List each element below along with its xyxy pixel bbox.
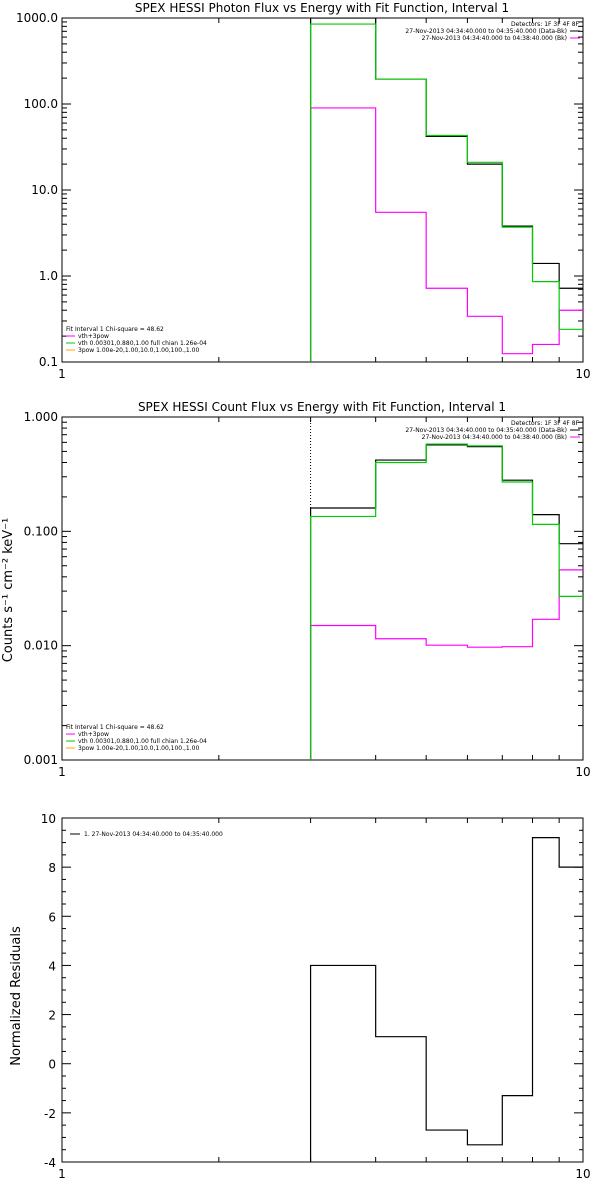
residuals-y-axis-label: Normalized Residuals <box>9 926 24 1066</box>
resid-y-tick-label: -2 <box>44 1107 56 1121</box>
resid-y-tick-label: -4 <box>44 1156 56 1170</box>
count-legend-entry: vth+3pow <box>78 731 109 738</box>
resid-legend-entry: 1. 27-Nov-2013 04:34:40.000 to 04:35:40.… <box>84 831 223 838</box>
photon-y-ticks <box>62 17 583 363</box>
count-series-total <box>309 443 583 760</box>
photon-x-ticks <box>61 18 584 362</box>
photon-chart-title: SPEX HESSI Photon Flux vs Energy with Fi… <box>135 1 509 15</box>
photon-y-tick-label: 0.1 <box>39 355 58 369</box>
count-info-line: Detectors: 1F 3F 4F 8F <box>511 420 580 427</box>
photon-y-tick-label: 10.0 <box>31 183 58 197</box>
resid-y-tick-label: 6 <box>48 910 56 924</box>
count-y-axis-label: Counts s⁻¹ cm⁻² keV⁻¹ <box>1 518 16 663</box>
resid-y-tick-label: 2 <box>48 1009 56 1023</box>
count-info-line: 27-Nov-2013 04:34:40.000 to 04:35:40.000… <box>405 427 567 434</box>
count-axes-frame <box>61 416 584 761</box>
count-series-vth <box>309 569 583 760</box>
photon-y-tick-label: 1000.0 <box>16 11 58 25</box>
photon-series-total <box>309 23 583 362</box>
photon-info-line: 27-Nov-2013 04:34:40.000 to 04:38:40.000… <box>422 35 567 42</box>
photon-axes-frame <box>61 17 584 363</box>
resid-x-tick-label: 10 <box>575 1167 590 1181</box>
count-x-tick-label: 1 <box>58 765 66 779</box>
count-y-tick-label: 1.000 <box>24 410 58 424</box>
photon-x-tick-label: 10 <box>575 367 590 381</box>
photon-x-tick-label: 1 <box>58 367 66 381</box>
photon-flux-panel: SPEX HESSI Photon Flux vs Energy with Fi… <box>16 1 591 381</box>
resid-x-ticks <box>61 818 584 1162</box>
photon-legend-entry: 3pow 1.00e-20,1.00,10.0,1.00,100.,1.00 <box>78 347 199 354</box>
resid-series-data <box>309 837 583 1162</box>
photon-series-group <box>309 18 583 362</box>
count-series-data <box>309 444 583 760</box>
photon-y-tick-label: 1.0 <box>39 269 58 283</box>
photon-series-data <box>309 18 583 362</box>
resid-axes-frame <box>61 817 584 1163</box>
resid-y-tick-label: 0 <box>48 1058 56 1072</box>
resid-y-tick-label: 8 <box>48 861 56 875</box>
photon-info-line: 27-Nov-2013 04:34:40.000 to 04:35:40.000… <box>405 28 567 35</box>
resid-series-group <box>309 837 583 1162</box>
resid-x-tick-label: 1 <box>58 1167 66 1181</box>
resid-legend: 1. 27-Nov-2013 04:34:40.000 to 04:35:40.… <box>70 831 223 838</box>
count-legend-header: Fit Interval 1 Chi-square = 48.62 <box>66 724 164 731</box>
count-legend: Fit Interval 1 Chi-square = 48.62vth+3po… <box>66 724 207 752</box>
resid-y-tick-label: 10 <box>41 812 56 826</box>
count-y-tick-label: 0.010 <box>24 639 58 653</box>
photon-info-line: Detectors: 1F 3F 4F 8F <box>511 21 580 28</box>
count-y-ticks <box>62 416 583 761</box>
count-legend-entry: 3pow 1.00e-20,1.00,10.0,1.00,100.,1.00 <box>78 745 199 752</box>
resid-y-tick-label: 4 <box>48 959 56 973</box>
photon-series-vth <box>309 107 583 362</box>
count-flux-panel: SPEX HESSI Count Flux vs Energy with Fit… <box>1 400 591 779</box>
count-series-group <box>309 443 583 760</box>
count-y-tick-label: 0.100 <box>24 524 58 538</box>
photon-legend-entry: vth 0.00301,0.880,1.00 full chian 1.26e-… <box>78 340 207 347</box>
residuals-panel: Normalized Residuals 1 10 -4 -2 0 2 4 6 8 10 1. 27… <box>9 812 591 1181</box>
count-y-tick-label: 0.001 <box>24 753 58 767</box>
count-x-tick-label: 10 <box>575 765 590 779</box>
count-x-ticks <box>61 417 584 760</box>
photon-legend: Fit Interval 1 Chi-square = 48.62vth+3po… <box>66 326 207 354</box>
resid-y-ticks <box>62 817 583 1163</box>
photon-y-tick-label: 100.0 <box>24 97 58 111</box>
photon-legend-entry: vth+3pow <box>78 333 109 340</box>
count-info-line: 27-Nov-2013 04:34:40.000 to 04:38:40.000… <box>422 434 567 441</box>
count-chart-title: SPEX HESSI Count Flux vs Energy with Fit… <box>138 400 506 414</box>
photon-legend-header: Fit Interval 1 Chi-square = 48.62 <box>66 326 164 333</box>
count-legend-entry: vth 0.00301,0.880,1.00 full chian 1.26e-… <box>78 738 207 745</box>
